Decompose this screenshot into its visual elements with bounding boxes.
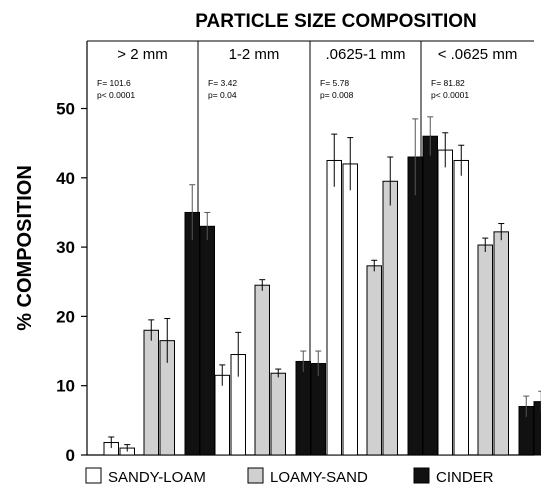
y-tick-label-20: 20: [56, 307, 75, 326]
panel-stat-p-2: p= 0.04: [208, 90, 237, 100]
y-tick-label-10: 10: [56, 377, 75, 396]
bar-cinder-1-2: [199, 225, 215, 456]
panel-stat-f-2: F= 3.42: [208, 78, 237, 88]
y-tick-label-0: 0: [66, 446, 75, 465]
legend-swatch-cinder: [413, 467, 430, 484]
panel-stat-p-4: p< 0.0001: [431, 90, 469, 100]
bar-cinder-2-2: [310, 363, 326, 456]
bar-cinder-3-1: [407, 156, 423, 456]
bar-loamy-sand-4-1: [477, 244, 493, 456]
bar-sandy-loam-4-1: [437, 149, 453, 456]
y-tick-label-40: 40: [56, 169, 75, 188]
legend-swatch-loamy-sand: [247, 467, 264, 484]
legend-label-cinder: CINDER: [436, 469, 494, 486]
legend-label-sandy-loam: SANDY-LOAM: [108, 469, 206, 486]
bar-sandy-loam-2-1: [214, 374, 230, 456]
bar-loamy-sand-2-2: [270, 372, 286, 456]
legend-label-loamy-sand: LOAMY-SAND: [270, 469, 368, 486]
bar-loamy-sand-3-2: [382, 180, 398, 456]
bar-loamy-sand-3-1: [366, 265, 382, 456]
y-tick-label-30: 30: [56, 238, 75, 257]
panel-stat-p-1: p< 0.0001: [97, 90, 135, 100]
panel-stat-f-1: F= 101.6: [97, 78, 131, 88]
bar-sandy-loam-4-2: [453, 159, 469, 456]
bar-cinder-4-2: [533, 401, 541, 456]
chart-title: PARTICLE SIZE COMPOSITION: [195, 11, 477, 32]
bar-sandy-loam-3-1: [326, 159, 342, 456]
panel-stat-f-3: F= 5.78: [320, 78, 349, 88]
panel-title-4: < .0625 mm: [438, 46, 518, 63]
bar-sandy-loam-3-2: [342, 163, 358, 456]
panel-title-3: .0625-1 mm: [325, 46, 405, 63]
panel-stat-p-3: p= 0.008: [320, 90, 354, 100]
legend: SANDY-LOAM LOAMY-SAND CINDER: [85, 467, 494, 486]
y-tick-label-50: 50: [56, 100, 75, 119]
bar-cinder-1-1: [184, 211, 200, 456]
y-axis-label: % COMPOSITION: [14, 165, 36, 331]
bar-cinder-2-1: [295, 360, 311, 456]
plot-area: 0 10 20 30 40 50 > 2 mm F= 101.6 p< 0.0001 1-2 mm…: [56, 40, 541, 465]
bar-loamy-sand-4-2: [493, 231, 509, 456]
legend-swatch-sandy-loam: [85, 467, 102, 484]
panel-title-2: 1-2 mm: [229, 46, 280, 63]
panel-title-1: > 2 mm: [117, 46, 167, 63]
bar-cinder-3-2: [422, 135, 438, 456]
panel-stat-f-4: F= 81.82: [431, 78, 465, 88]
bar-loamy-sand-1-1: [143, 329, 159, 456]
bar-loamy-sand-2-1: [254, 284, 270, 456]
